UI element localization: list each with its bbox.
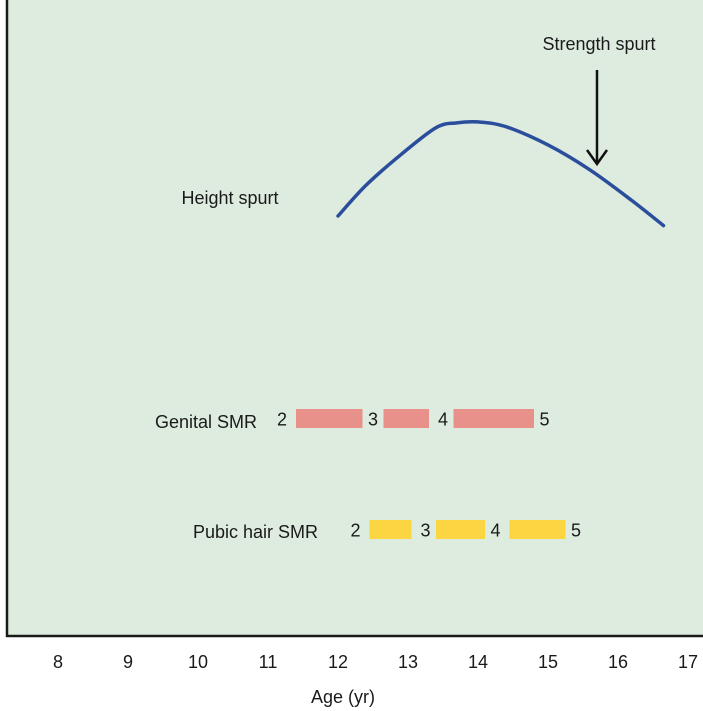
plot-background — [7, 0, 703, 636]
pubic-smr-bar-2 — [436, 520, 485, 539]
x-tick-12: 12 — [328, 652, 348, 672]
x-tick-10: 10 — [188, 652, 208, 672]
pubic-smr-stage-4: 4 — [490, 521, 500, 541]
height-spurt-label: Height spurt — [181, 188, 278, 208]
pubic-smr-bar-1 — [369, 520, 412, 539]
height-spurt-curve — [336, 119, 666, 228]
pubic-smr-stage-5: 5 — [571, 521, 581, 541]
x-tick-11: 11 — [259, 652, 278, 672]
strength-spurt-arrow — [585, 70, 609, 167]
genital-smr-bar-1 — [296, 409, 363, 428]
genital-smr-label: Genital SMR — [155, 412, 257, 432]
x-tick-9: 9 — [123, 652, 133, 672]
pubic-smr-bar-3 — [509, 520, 566, 539]
x-tick-labels: 8 9 10 11 12 13 14 15 16 17 — [53, 652, 698, 672]
smr-bars: 2 3 4 5 2 3 4 5 — [277, 409, 581, 541]
genital-smr-stage-5: 5 — [539, 410, 549, 430]
x-tick-13: 13 — [398, 652, 418, 672]
x-tick-8: 8 — [53, 652, 63, 672]
arrow-head — [585, 149, 609, 167]
x-axis-label: Age (yr) — [311, 687, 375, 707]
pubic-smr-stage-3: 3 — [420, 521, 430, 541]
x-tick-14: 14 — [468, 652, 488, 672]
genital-smr-stage-4: 4 — [438, 410, 448, 430]
x-tick-16: 16 — [608, 652, 628, 672]
genital-smr-stage-3: 3 — [368, 410, 378, 430]
strength-spurt-label: Strength spurt — [542, 34, 655, 54]
genital-smr-bar-3 — [453, 409, 534, 428]
x-tick-15: 15 — [538, 652, 558, 672]
pubic-smr-stage-2: 2 — [350, 521, 360, 541]
genital-smr-stage-2: 2 — [277, 410, 287, 430]
pubic-hair-smr-label: Pubic hair SMR — [193, 522, 318, 542]
x-tick-17: 17 — [678, 652, 698, 672]
genital-smr-bar-2 — [383, 409, 429, 428]
